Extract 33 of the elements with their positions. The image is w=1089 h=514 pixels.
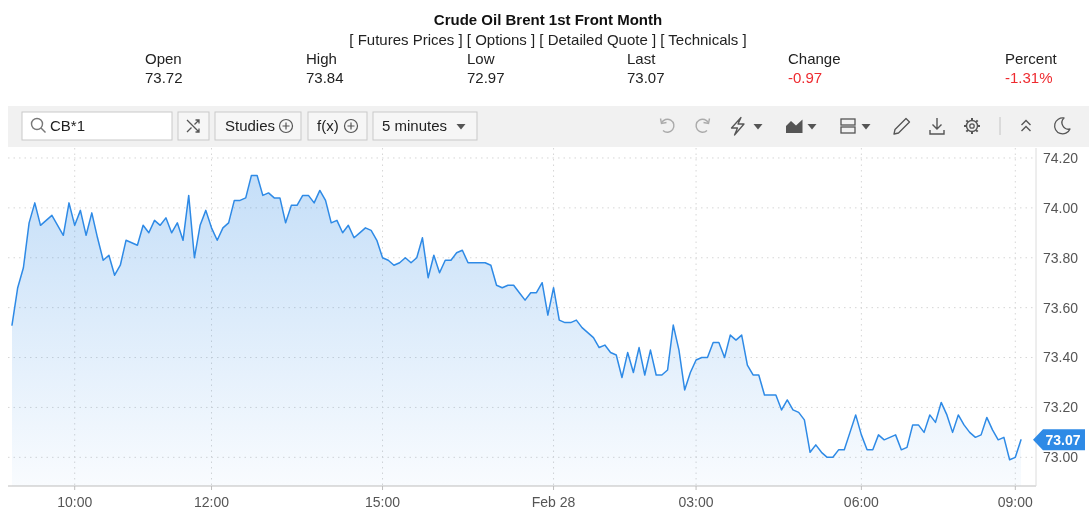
text: 73.07 xyxy=(627,69,665,86)
text: Percent xyxy=(1005,50,1058,67)
y-tick-label: 73.60 xyxy=(1043,299,1079,316)
y-tick-label: 74.20 xyxy=(1043,149,1079,166)
text: -1.31% xyxy=(1005,69,1053,86)
x-tick-label: 09:00 xyxy=(997,494,1034,510)
x-tick-label: 06:00 xyxy=(843,494,880,510)
text: Change xyxy=(788,50,841,67)
x-tick-label: 10:00 xyxy=(57,494,93,510)
text: Last xyxy=(627,50,657,67)
x-tick-label: 03:00 xyxy=(678,494,714,510)
text: Open xyxy=(145,50,182,67)
chart-subtitle: [ Futures Prices ] [ Options ] [ Detailed Quote ] [ Technicals ] xyxy=(349,31,747,48)
y-tick-label: 73.20 xyxy=(1043,399,1079,416)
text: f(x) xyxy=(317,117,339,134)
x-tick-label: 12:00 xyxy=(194,494,230,510)
text: Low xyxy=(467,50,495,67)
y-tick-label: 73.40 xyxy=(1043,349,1079,366)
text: 73.84 xyxy=(306,69,344,86)
x-tick-label: 15:00 xyxy=(365,494,401,510)
chart-title: Crude Oil Brent 1st Front Month xyxy=(433,11,663,28)
y-tick-label: 73.80 xyxy=(1043,249,1079,266)
text: High xyxy=(306,50,337,67)
text: 73.07 xyxy=(1045,431,1081,448)
text: CB*1 xyxy=(50,117,86,134)
text: Studies xyxy=(225,117,276,134)
text: 5 minutes xyxy=(382,117,448,134)
y-tick-label: 74.00 xyxy=(1043,199,1079,216)
text: 73.72 xyxy=(145,69,183,86)
y-tick-label: 73.00 xyxy=(1043,449,1079,466)
text: -0.97 xyxy=(788,69,823,86)
text: 72.97 xyxy=(467,69,505,86)
x-tick-label: Feb 28 xyxy=(531,494,576,510)
